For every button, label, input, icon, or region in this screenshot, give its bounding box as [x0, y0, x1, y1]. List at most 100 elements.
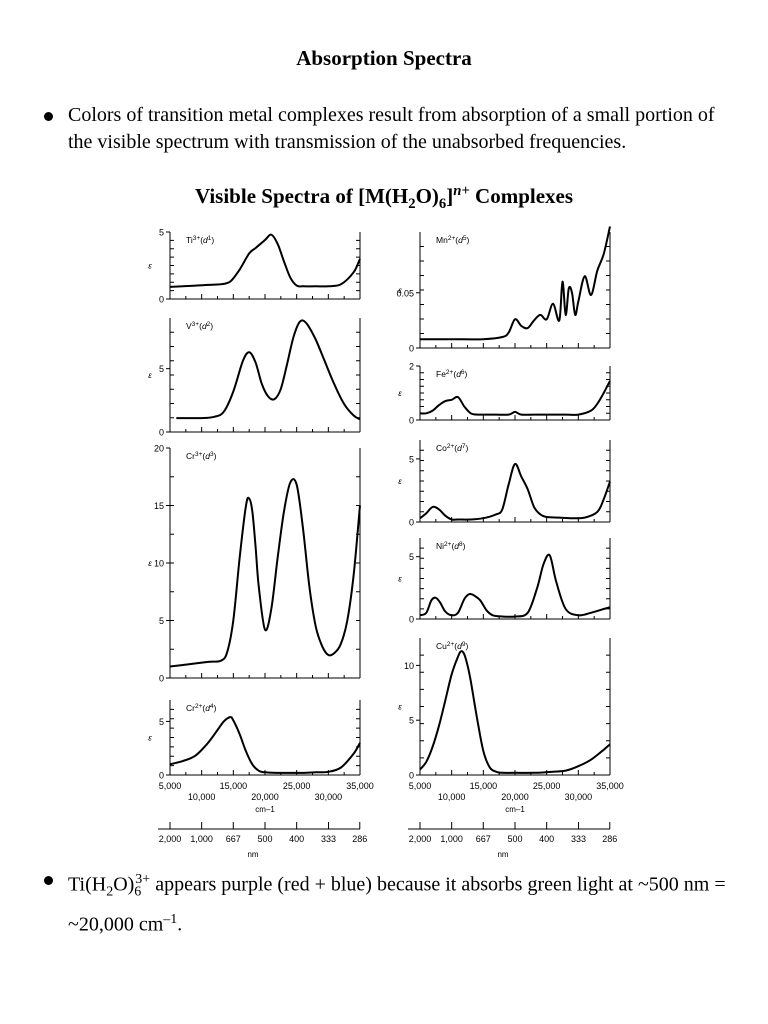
bullet2-pre: Ti(H: [68, 873, 107, 896]
bullet2-sup2: –1: [163, 911, 178, 927]
panel-ti3-label: Ti3+(d1): [186, 235, 214, 245]
bullet-ti-explanation: Ti(H2O)63+ appears purple (red + blue) b…: [44, 866, 734, 938]
panel-cr2-y-tick-label: 5: [159, 717, 164, 727]
panel-mn2-y-tick-label: 0.05: [396, 288, 414, 298]
bullet2-end: .: [177, 913, 183, 936]
panel-v3-spectrum-line: [176, 319, 361, 421]
panel-ni2-spectrum-line: [419, 553, 611, 618]
bullet-dot: [44, 112, 53, 121]
panel-mn2-label-electrons: 5: [463, 235, 467, 242]
panel-ti3-spectrum-line: [169, 233, 361, 288]
left-nm-label: 667: [226, 834, 241, 844]
panel-ti3-label-ion: Ti: [186, 235, 193, 245]
right-nm-label: 400: [539, 834, 554, 844]
panel-v3-label-d: d: [202, 321, 207, 331]
panel-mn2-label: Mn2+(d5): [436, 235, 469, 245]
left-nm-label: 1,000: [190, 834, 213, 844]
panel-cu2-spectrum-line: [419, 650, 611, 774]
panel-cr2-label-electrons: 4: [210, 703, 214, 710]
panel-cr3-y-tick-label: 20: [154, 444, 164, 454]
panel-cu2-label-charge: 2+: [447, 641, 455, 648]
panel-co2-label-paren: ): [466, 443, 469, 453]
panel-co2-label-charge: 2+: [447, 443, 455, 450]
panel-mn2-label-charge: 2+: [448, 235, 456, 242]
panel-cr3-label: Cr3+(d3): [186, 451, 217, 461]
panel-cr2-y-tick-label: 0: [159, 771, 164, 781]
bullet-intro: Colors of transition metal complexes res…: [44, 102, 734, 156]
panel-cu2-label: Cu2+(d9): [436, 641, 469, 651]
panel-mn2-label-d: d: [458, 235, 463, 245]
panel-ti3-label-paren: ): [211, 235, 214, 245]
panel-ni2-y-symbol: ε: [398, 575, 402, 584]
panel-ni2-label-paren: (: [451, 541, 454, 551]
panel-cr2-label-d: d: [205, 703, 210, 713]
right-nm-label: 333: [571, 834, 586, 844]
left-wavenumber-label: 30,000: [315, 792, 343, 802]
panel-cu2-label-ion: Cu: [436, 641, 447, 651]
panel-mn2-label-ion: Mn: [436, 235, 448, 245]
bullet2-mid: O): [113, 873, 135, 896]
left-wavenumber-label: 5,000: [159, 781, 182, 791]
panel-fe2-label-charge: 2+: [446, 369, 454, 376]
panel-cr2-y-symbol: ε: [148, 734, 152, 743]
panel-ti3-y-symbol: ε: [148, 262, 152, 271]
panel-cr3-label-charge: 3+: [195, 451, 203, 458]
panel-co2-spectrum-line: [419, 462, 611, 521]
panel-ni2-y-tick-label: 0: [409, 615, 414, 625]
chart-heading-close: ]: [446, 184, 454, 208]
right-wavenumber-label: 30,000: [565, 792, 593, 802]
panel-co2-label-electrons: 7: [462, 443, 466, 450]
left-nm-unit: nm: [247, 850, 258, 859]
panel-cr2-label: Cr2+(d4): [186, 703, 217, 713]
panel-cr3-y-tick-label: 10: [154, 559, 164, 569]
panel-v3-y-tick-label: 0: [159, 428, 164, 438]
panel-ti3-y-tick-label: 0: [159, 295, 164, 305]
left-wavenumber-label: 35,000: [346, 781, 374, 791]
panel-cr3-label-electrons: 3: [210, 451, 214, 458]
panel-fe2-label-paren: ): [465, 369, 468, 379]
panel-co2-label-ion: Co: [436, 443, 447, 453]
panel-co2-y-symbol: ε: [398, 477, 402, 486]
left-wavenumber-label: 25,000: [283, 781, 311, 791]
panel-fe2-y-symbol: ε: [398, 389, 402, 398]
left-nm-label: 286: [352, 834, 367, 844]
bullet2-sub1: 2: [106, 884, 114, 900]
panel-fe2-label: Fe2+(d6): [436, 369, 468, 379]
left-wavenumber-unit: cm–1: [255, 805, 275, 814]
panel-fe2-y-tick-label: 0: [409, 416, 414, 426]
right-nm-label: 1,000: [440, 834, 463, 844]
right-wavenumber-unit: cm–1: [505, 805, 525, 814]
panel-cr3-spectrum-line: [169, 478, 361, 668]
panel-ti3-label-d: d: [203, 235, 208, 245]
right-wavenumber-label: 5,000: [409, 781, 432, 791]
panel-cu2-y-symbol: ε: [398, 703, 402, 712]
panel-ti3-label-charge: 3+: [193, 235, 201, 242]
panel-cr3-label-paren: (: [202, 451, 205, 461]
bullet-dot: [44, 876, 53, 885]
panel-cr3-label-paren: ): [214, 451, 217, 461]
panel-v3-label-paren: (: [199, 321, 202, 331]
bullet2-sup: 3+: [135, 872, 151, 887]
panel-ni2-label: Ni2+(d8): [436, 541, 466, 551]
left-nm-label: 400: [289, 834, 304, 844]
panel-ni2-y-tick-label: 5: [409, 552, 414, 562]
panel-co2-label-d: d: [457, 443, 462, 453]
left-nm-label: 500: [257, 834, 272, 844]
panel-co2-label-paren: (: [454, 443, 457, 453]
right-nm-label: 2,000: [409, 834, 432, 844]
panel-v3-label-ion: V: [186, 321, 192, 331]
panel-mn2-label-paren: ): [466, 235, 469, 245]
panel-fe2-label-paren: (: [453, 369, 456, 379]
chart-heading-sub1: 2: [408, 196, 416, 213]
panel-co2-label: Co2+(d7): [436, 443, 469, 453]
panel-mn2-spectrum-line: [419, 226, 611, 341]
chart-heading-mid: O): [415, 184, 439, 208]
panel-cr3-y-tick-label: 0: [159, 674, 164, 684]
panel-fe2-label-electrons: 6: [461, 369, 465, 376]
panel-cr3-y-tick-label: 15: [154, 501, 164, 511]
right-nm-label: 286: [602, 834, 617, 844]
panel-cr3-label-d: d: [205, 451, 210, 461]
panel-v3-label-charge: 3+: [192, 321, 200, 328]
panel-cr3-label-ion: Cr: [186, 451, 195, 461]
